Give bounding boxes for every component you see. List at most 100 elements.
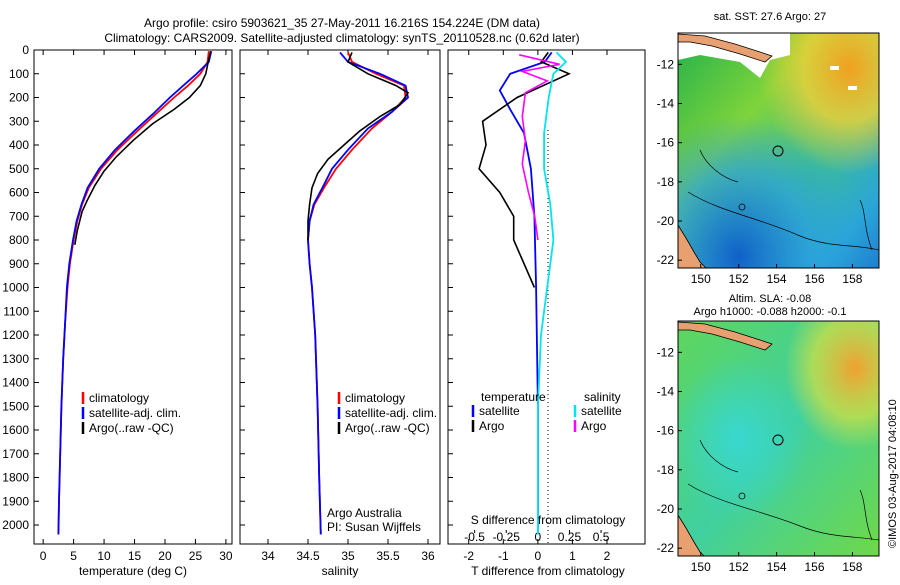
- argo-location-marker: [772, 434, 784, 446]
- sst-cool-region: [678, 33, 879, 268]
- x-tick-label: 25: [189, 549, 203, 563]
- reef-outline: [699, 439, 873, 541]
- lat-tick-label: -22: [657, 253, 675, 267]
- y-tick-label: 2000: [2, 518, 29, 532]
- difference-plot-frame: [447, 49, 646, 545]
- temperature-x-ticks: 0 5 10 15 20 25 30: [40, 50, 233, 563]
- lon-tick-label: 156: [805, 560, 825, 574]
- lon-tick-label: 150: [691, 560, 711, 574]
- legend-label-s-satellite: satellite: [581, 404, 622, 418]
- s-tick-label: -0.5: [464, 530, 485, 544]
- sla-map-subtitle: Argo h1000: -0.088 h2000: -0.1: [694, 306, 847, 318]
- series-line-s-satellite: [537, 51, 568, 535]
- temperature-panel: 0 5 10 15 20 25 30 0 100 200 300 400 500 600 700 800 90…: [2, 43, 233, 578]
- reef-outline: [699, 149, 873, 251]
- x-tick-label: 34.5: [296, 549, 320, 563]
- sst-map-frame: [677, 32, 880, 269]
- lat-tick-label: -20: [657, 214, 675, 228]
- series-line-t-argo: [478, 51, 571, 288]
- depth-y-ticks: 0 100 200 300 400 500 600 700 800 900 1000 1100 1200…: [2, 43, 39, 532]
- legend-heading-temperature: temperature: [481, 390, 546, 404]
- reef-marker: [738, 492, 746, 500]
- salinity-legend: climatology satellite-adj. clim. Argo(..…: [337, 391, 437, 435]
- lat-tick-label: -20: [657, 502, 675, 516]
- s-tick-label: 0: [535, 530, 542, 544]
- legend-label-argo: Argo(..raw -QC): [345, 421, 430, 435]
- s-tick-label: -0.25: [493, 530, 521, 544]
- x-tick-label: 34: [261, 549, 275, 563]
- salinity-series: [307, 51, 410, 535]
- difference-panel: -2 -1 0 1 2 -0.5 -0.25 0 0.25 0.5 S difference f…: [447, 49, 646, 578]
- reef-outline: [687, 191, 880, 251]
- x-tick-label: 2: [604, 549, 611, 563]
- s-tick-label: 0.5: [593, 530, 610, 544]
- salinity-panel: 34 34.5 35 35.5 36 salinity climatology sate…: [239, 49, 441, 578]
- x-tick-label: 20: [158, 549, 172, 563]
- lon-tick-label: 150: [691, 272, 711, 286]
- x-tick-label: 35.5: [376, 549, 400, 563]
- legend-label-t-argo: Argo: [479, 419, 505, 433]
- lat-tick-label: -22: [657, 541, 675, 555]
- sla-heatmap: [677, 321, 880, 557]
- salinity-plot-frame: [239, 49, 441, 545]
- salinity-x-label: salinity: [322, 564, 359, 578]
- y-tick-label: 1700: [2, 447, 29, 461]
- legend-heading-salinity: salinity: [584, 390, 621, 404]
- s-tick-label: 0.25: [558, 530, 582, 544]
- y-tick-label: 1500: [2, 399, 29, 413]
- x-tick-label: -2: [463, 549, 474, 563]
- imos-credit: ©IMOS 03-Aug-2017 04:08:10: [887, 399, 899, 548]
- temperature-x-label: temperature (deg C): [79, 564, 187, 578]
- lon-tick-label: 156: [805, 272, 825, 286]
- x-tick-label: 1: [569, 549, 576, 563]
- x-tick-label: 0: [535, 549, 542, 563]
- x-tick-label: 15: [128, 549, 142, 563]
- series-line-satellite-adj-clim-: [307, 51, 409, 535]
- series-line-argo-raw-qc-: [74, 51, 212, 245]
- sst-map-panel: sat. SST: 27.6 Argo: 27 150 152 154 156 158 …: [657, 11, 880, 286]
- lon-tick-label: 158: [842, 560, 862, 574]
- x-tick-label: 36: [421, 549, 435, 563]
- y-tick-label: 1000: [2, 281, 29, 295]
- lat-tick-label: -14: [657, 97, 675, 111]
- series-line-climatology: [57, 51, 210, 535]
- sla-lon-ticks: 150 152 154 156 158: [691, 552, 863, 574]
- sst-missing-patch: [830, 66, 839, 70]
- sla-map-frame: [677, 320, 880, 557]
- s-difference-ticks: -0.5 -0.25 0 0.25 0.5: [464, 530, 610, 544]
- y-tick-label: 400: [9, 138, 29, 152]
- sst-map-title: sat. SST: 27.6 Argo: 27: [714, 11, 827, 23]
- series-line-climatology: [307, 52, 407, 535]
- sla-map-panel: Altim. SLA: -0.08 Argo h1000: -0.088 h20…: [657, 293, 880, 574]
- x-tick-label: 30: [219, 549, 233, 563]
- x-tick-label: 35: [341, 549, 355, 563]
- lat-tick-label: -12: [657, 57, 675, 71]
- difference-series: [478, 51, 571, 535]
- lat-tick-label: -18: [657, 463, 675, 477]
- y-tick-label: 800: [9, 233, 29, 247]
- y-tick-label: 1800: [2, 471, 29, 485]
- y-tick-label: 200: [9, 91, 29, 105]
- s-difference-label: S difference from climatology: [471, 513, 626, 527]
- y-tick-label: 1100: [3, 304, 29, 318]
- new-guinea-coastline: [677, 33, 773, 63]
- x-tick-label: 10: [97, 549, 111, 563]
- sst-lon-ticks: 150 152 154 156 158: [691, 264, 863, 286]
- y-tick-label: 600: [9, 186, 29, 200]
- x-tick-label: -1: [498, 549, 509, 563]
- salinity-x-ticks: 34 34.5 35 35.5 36: [240, 49, 435, 563]
- reef-outline: [687, 483, 880, 541]
- annotation-argo-australia: Argo Australia: [327, 506, 402, 520]
- y-tick-label: 1400: [2, 376, 29, 390]
- lat-tick-label: -12: [657, 345, 675, 359]
- legend-label-satellite-adj: satellite-adj. clim.: [89, 406, 181, 420]
- legend-label-climatology: climatology: [89, 391, 149, 405]
- y-tick-label: 1600: [2, 423, 29, 437]
- sla-lat-ticks: -12 -14 -16 -18 -20 -22: [657, 345, 682, 555]
- series-line-t-satellite: [498, 51, 553, 535]
- x-tick-label: 0: [40, 549, 47, 563]
- argo-location-marker: [772, 145, 784, 157]
- lat-tick-label: -16: [657, 424, 675, 438]
- difference-legend: temperature salinity satellite Argo sate…: [471, 390, 622, 433]
